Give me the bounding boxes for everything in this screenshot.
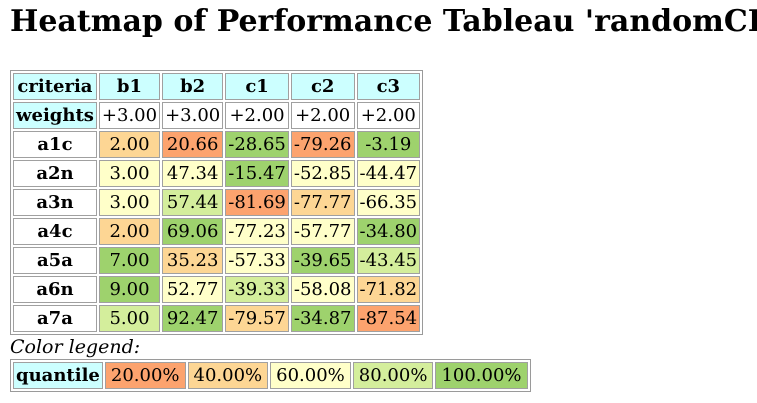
- performance-rows: a1c 2.00 20.66 -28.65 -79.26 -3.19 a2n 3.00 47.3…: [13, 131, 421, 332]
- weights-row: weights +3.00 +3.00 +2.00 +2.00 +2.00: [13, 102, 421, 129]
- alternative-row: a1c 2.00 20.66 -28.65 -79.26 -3.19: [13, 131, 421, 158]
- performance-cell: -34.80: [356, 218, 421, 245]
- performance-cell: -77.77: [290, 189, 355, 216]
- performance-cell: 20.66: [162, 131, 224, 158]
- performance-cell: 3.00: [98, 160, 161, 187]
- performance-cell: -71.82: [356, 276, 421, 303]
- weight-cell: +3.00: [98, 102, 161, 129]
- performance-cell: 92.47: [162, 305, 224, 332]
- alternative-label: a3n: [13, 189, 97, 216]
- performance-cell: 5.00: [98, 305, 161, 332]
- performance-cell: -44.47: [356, 160, 421, 187]
- alternative-label: a1c: [13, 131, 97, 158]
- performance-cell: 2.00: [98, 218, 161, 245]
- performance-cell: 35.23: [162, 247, 224, 274]
- alternative-label: a2n: [13, 160, 97, 187]
- performance-cell: -87.54: [356, 305, 421, 332]
- performance-cell: -34.87: [290, 305, 355, 332]
- alternative-label: a7a: [13, 305, 97, 332]
- performance-cell: -57.33: [225, 247, 289, 274]
- performance-cell: 7.00: [98, 247, 161, 274]
- performance-cell: -66.35: [356, 189, 421, 216]
- legend-label: quantile: [13, 362, 103, 389]
- alternative-row: a2n 3.00 47.34 -15.47 -52.85 -44.47: [13, 160, 421, 187]
- alternative-label: a4c: [13, 218, 97, 245]
- legend-row: quantile 20.00% 40.00% 60.00% 80.00% 100…: [13, 362, 528, 389]
- legend-caption: Color legend:: [10, 336, 141, 358]
- criterion-header: c1: [225, 73, 289, 100]
- performance-cell: 57.44: [162, 189, 224, 216]
- legend-item: 100.00%: [435, 362, 528, 389]
- weight-cell: +2.00: [356, 102, 421, 129]
- performance-cell: 47.34: [162, 160, 224, 187]
- legend-item: 20.00%: [104, 362, 186, 389]
- weight-cell: +2.00: [290, 102, 355, 129]
- alternative-row: a7a 5.00 92.47 -79.57 -34.87 -87.54: [13, 305, 421, 332]
- performance-cell: 2.00: [98, 131, 161, 158]
- performance-cell: -52.85: [290, 160, 355, 187]
- performance-cell: -58.08: [290, 276, 355, 303]
- performance-cell: 69.06: [162, 218, 224, 245]
- criteria-header-row: criteria b1 b2 c1 c2 c3: [13, 73, 421, 100]
- performance-cell: -39.65: [290, 247, 355, 274]
- legend-item: 40.00%: [187, 362, 269, 389]
- weight-cell: +2.00: [225, 102, 289, 129]
- performance-cell: -43.45: [356, 247, 421, 274]
- criteria-corner-label: criteria: [13, 73, 97, 100]
- performance-cell: -77.23: [225, 218, 289, 245]
- alternative-label: a6n: [13, 276, 97, 303]
- performance-cell: 52.77: [162, 276, 224, 303]
- alternative-row: a3n 3.00 57.44 -81.69 -77.77 -66.35: [13, 189, 421, 216]
- criterion-header: c3: [356, 73, 421, 100]
- legend-item: 60.00%: [270, 362, 351, 389]
- performance-cell: -15.47: [225, 160, 289, 187]
- color-legend-table: quantile 20.00% 40.00% 60.00% 80.00% 100…: [10, 359, 531, 392]
- alternative-row: a6n 9.00 52.77 -39.33 -58.08 -71.82: [13, 276, 421, 303]
- criterion-header: b1: [98, 73, 161, 100]
- performance-cell: 9.00: [98, 276, 161, 303]
- page-title: Heatmap of Performance Tableau 'randomCB…: [10, 4, 757, 39]
- criterion-header: c2: [290, 73, 355, 100]
- performance-cell: -39.33: [225, 276, 289, 303]
- alternative-row: a5a 7.00 35.23 -57.33 -39.65 -43.45: [13, 247, 421, 274]
- legend-item: 80.00%: [352, 362, 434, 389]
- performance-heatmap-table: criteria b1 b2 c1 c2 c3 weights +3.00 +3…: [10, 70, 424, 335]
- performance-cell: -79.57: [225, 305, 289, 332]
- weight-cell: +3.00: [162, 102, 224, 129]
- alternative-row: a4c 2.00 69.06 -77.23 -57.77 -34.80: [13, 218, 421, 245]
- performance-cell: -28.65: [225, 131, 289, 158]
- performance-cell: -81.69: [225, 189, 289, 216]
- performance-cell: 3.00: [98, 189, 161, 216]
- criterion-header: b2: [162, 73, 224, 100]
- alternative-label: a5a: [13, 247, 97, 274]
- weights-label: weights: [13, 102, 97, 129]
- performance-cell: -79.26: [290, 131, 355, 158]
- performance-cell: -3.19: [356, 131, 421, 158]
- performance-cell: -57.77: [290, 218, 355, 245]
